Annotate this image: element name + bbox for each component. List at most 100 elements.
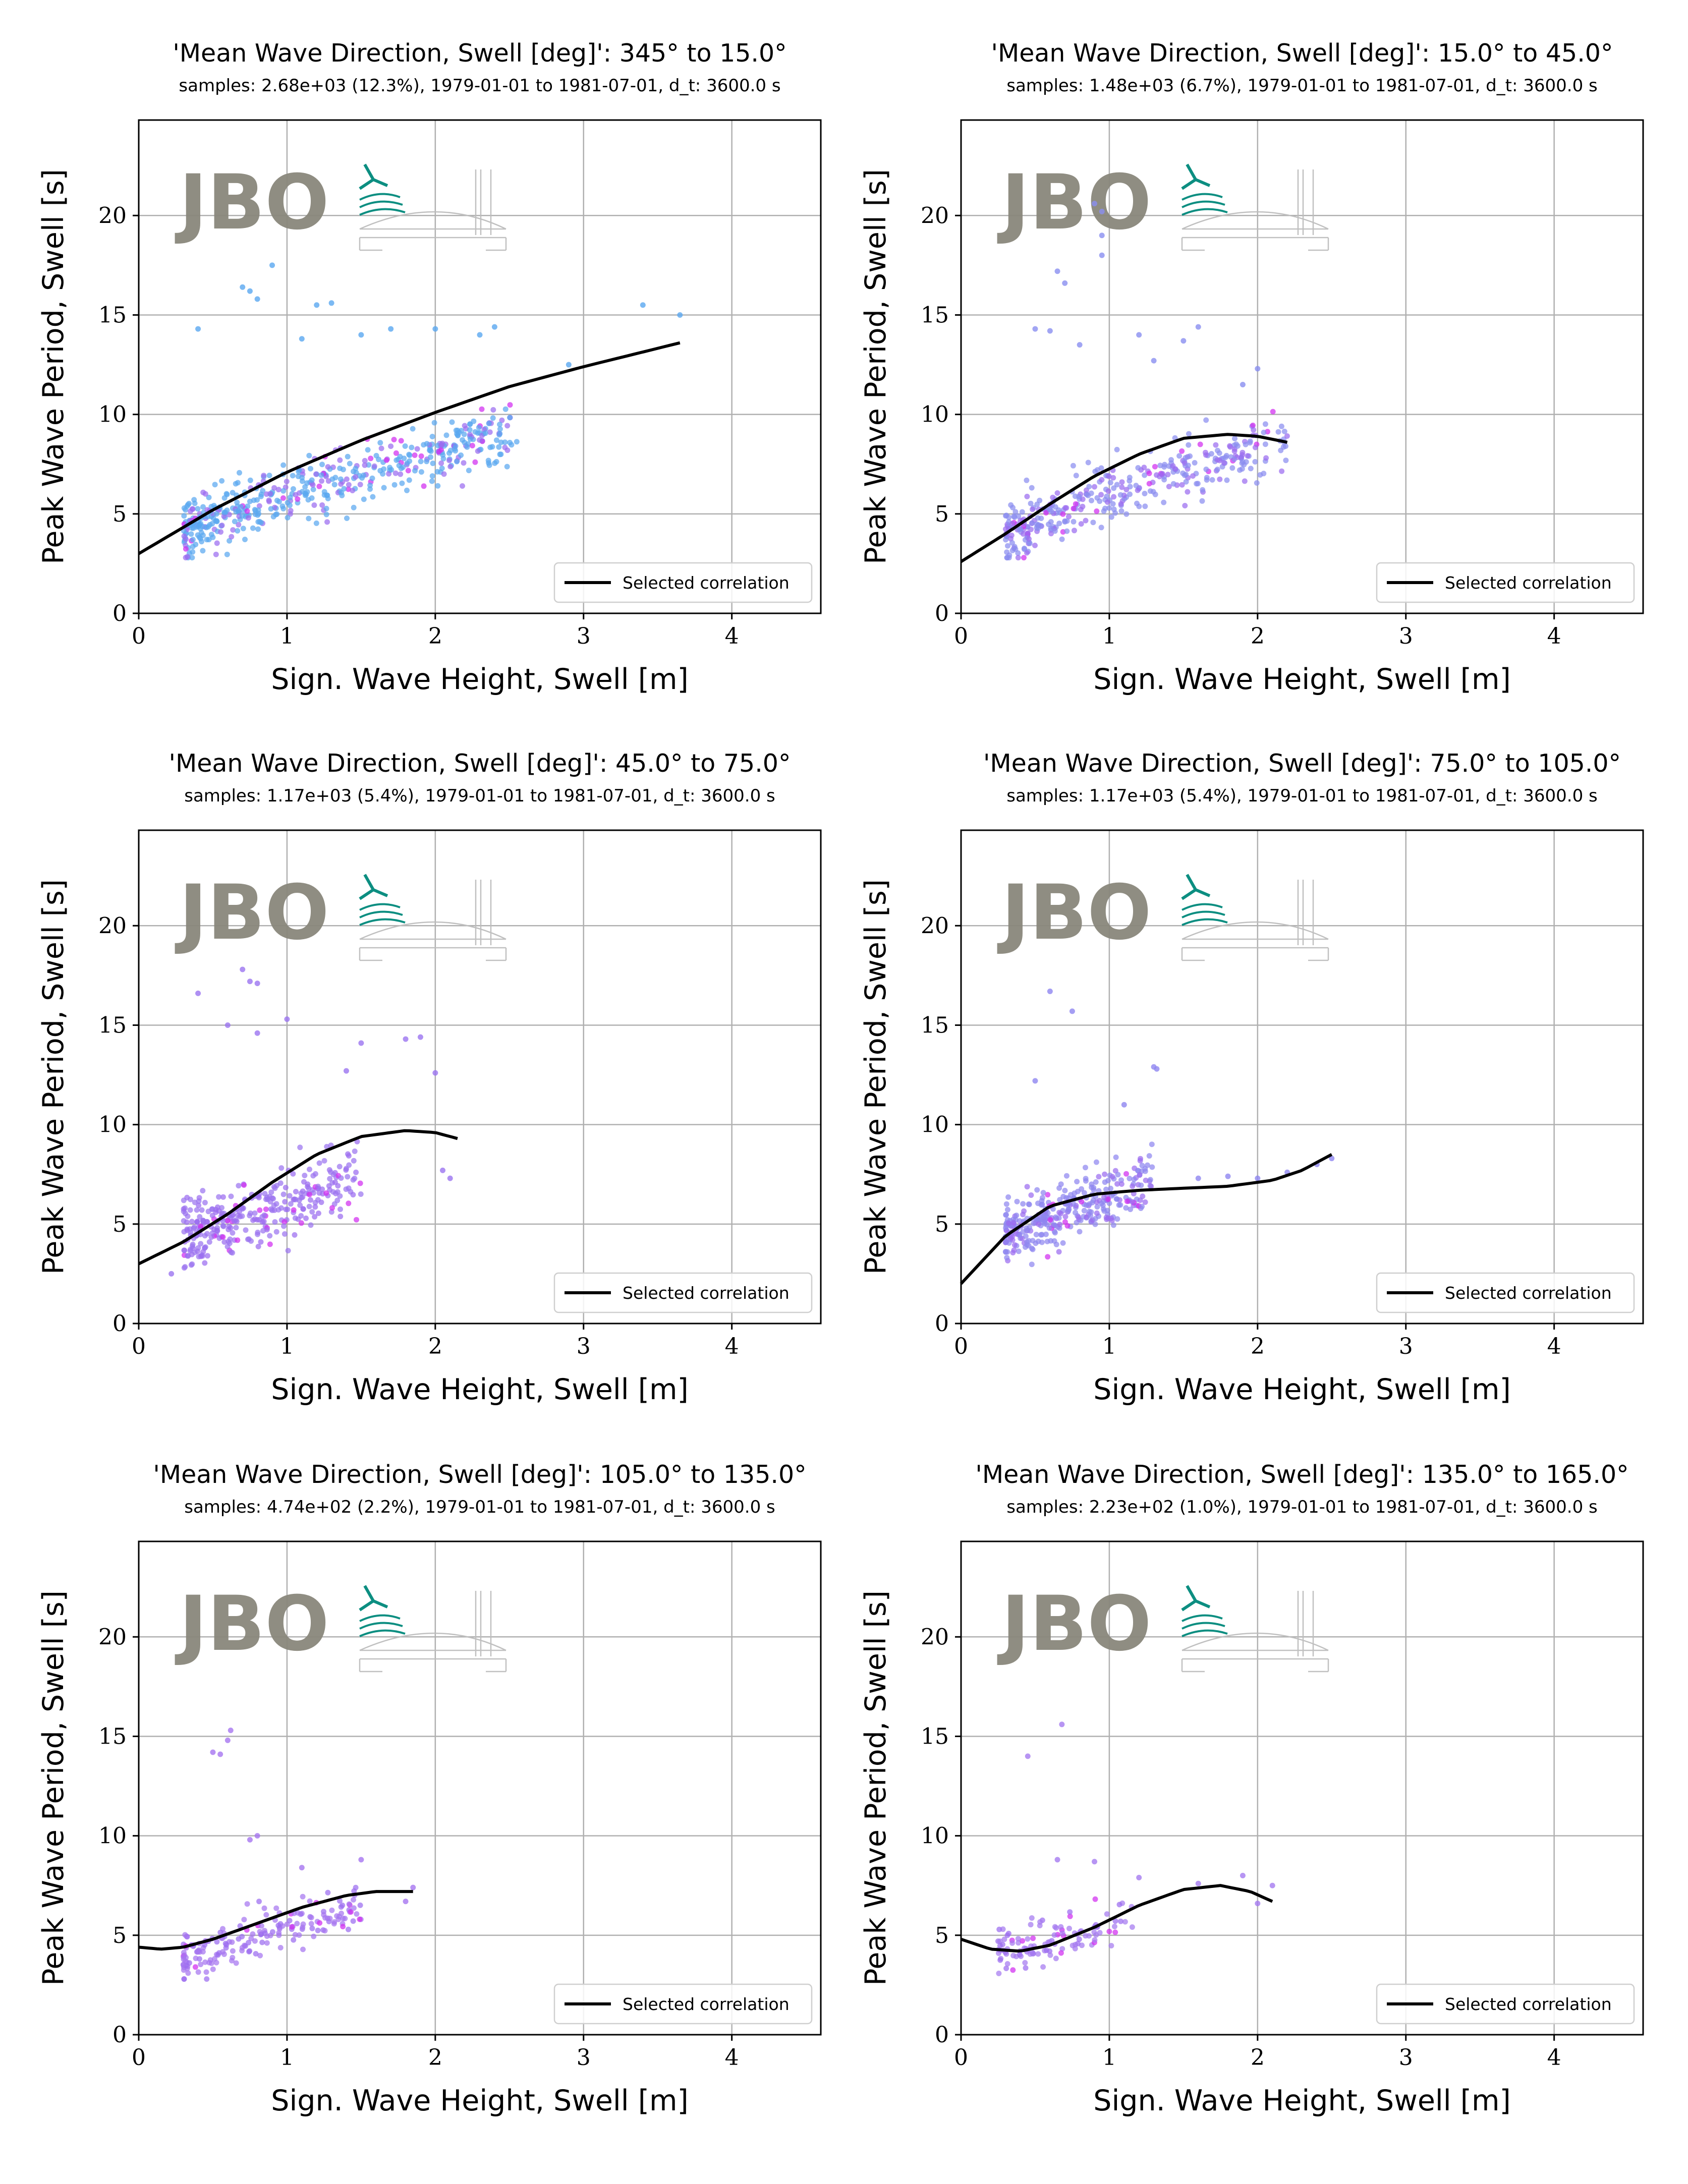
scatter-point — [435, 483, 441, 489]
scatter-point — [264, 1940, 270, 1946]
scatter-point — [230, 1230, 236, 1236]
scatter-point — [181, 1197, 187, 1203]
scatter-point — [1056, 1249, 1062, 1255]
scatter-point — [319, 478, 324, 484]
scatter-point — [429, 434, 435, 439]
scatter-point — [307, 1898, 313, 1904]
scatter-point — [1110, 501, 1116, 507]
scatter-point — [1028, 1922, 1034, 1928]
scatter-point — [183, 555, 189, 560]
scatter-point — [1017, 1232, 1023, 1238]
scatter-point — [1136, 332, 1142, 338]
scatter-point — [1112, 510, 1118, 516]
scatter-point — [1014, 1213, 1020, 1219]
scatter-point — [184, 1933, 190, 1939]
scatter-point — [220, 1949, 226, 1955]
scatter-point — [432, 1070, 438, 1076]
scatter-point — [328, 300, 334, 306]
scatter-point — [309, 1209, 315, 1215]
scatter-point — [1029, 520, 1035, 526]
scatter-point — [339, 492, 345, 498]
scatter-point — [1135, 465, 1141, 471]
scatter-point — [446, 450, 452, 456]
scatter-point — [344, 476, 350, 482]
fit-line — [138, 1890, 413, 1951]
scatter-point — [403, 1899, 409, 1905]
scatter-points — [995, 1721, 1275, 1976]
scatter-point — [441, 471, 447, 477]
scatter-point — [300, 1893, 306, 1900]
scatter-point — [1088, 490, 1094, 496]
scatter-point — [230, 1948, 236, 1954]
scatter-point — [1098, 525, 1104, 531]
scatter-point — [1060, 1240, 1066, 1246]
scatter-point — [403, 1036, 409, 1042]
scatter-point — [259, 1214, 265, 1220]
scatter-point — [467, 427, 473, 433]
scatter-point — [1280, 444, 1286, 450]
chart-panel-2: 'Mean Wave Direction, Swell [deg]': 15.0… — [859, 39, 1644, 696]
scatter-point — [198, 1253, 204, 1259]
x-tick-label: 1 — [1102, 2045, 1116, 2071]
scatter-point — [334, 1189, 341, 1195]
legend: Selected correlation — [1376, 1983, 1635, 2025]
scatter-point — [1106, 505, 1112, 511]
scatter-point — [191, 497, 197, 503]
scatter-point — [1092, 1896, 1098, 1902]
wave-lines-icon — [1181, 903, 1228, 926]
scatter-point — [230, 1250, 236, 1256]
scatter-point — [325, 464, 331, 470]
scatter-point — [1056, 521, 1062, 527]
scatter-point — [1118, 501, 1124, 507]
scatter-point — [187, 1207, 193, 1213]
x-axis-label: Sign. Wave Height, Swell [m] — [271, 2084, 688, 2117]
scatter-point — [210, 1749, 216, 1755]
scatter-point — [255, 1243, 261, 1249]
scatter-point — [283, 1185, 289, 1190]
x-axis-label: Sign. Wave Height, Swell [m] — [1093, 2084, 1510, 2117]
scatter-point — [323, 1190, 329, 1196]
scatter-point — [1118, 1918, 1123, 1924]
scatter-point — [1023, 1965, 1029, 1971]
fit-line — [138, 1129, 458, 1266]
scatter-point — [1001, 1936, 1007, 1942]
scatter-point — [353, 474, 359, 480]
scatter-point — [1076, 1214, 1082, 1220]
scatter-point — [1014, 1198, 1020, 1204]
scatter-point — [640, 302, 646, 308]
scatter-point — [1252, 459, 1258, 465]
scatter-point — [329, 1205, 335, 1211]
x-tick-label: 0 — [954, 623, 968, 649]
scatter-point — [189, 1261, 195, 1267]
scatter-point — [1015, 1936, 1021, 1942]
scatter-point — [1030, 506, 1036, 512]
y-tick-label: 15 — [921, 302, 949, 328]
scatter-point — [210, 534, 216, 540]
scatter-point — [1069, 1008, 1075, 1014]
scatter-point — [1110, 475, 1116, 481]
x-tick-label: 0 — [132, 1334, 146, 1359]
scatter-point — [1105, 1178, 1111, 1184]
scatter-point — [264, 1194, 270, 1200]
scatter-point — [240, 284, 246, 290]
scatter-point — [293, 1196, 299, 1202]
scatter-point — [432, 326, 438, 332]
scatter-point — [392, 470, 399, 476]
scatter-point — [1062, 1187, 1068, 1193]
scatter-point — [1104, 499, 1110, 505]
scatter-point — [1149, 1164, 1155, 1170]
scatter-point — [1026, 536, 1032, 542]
scatter-point — [359, 475, 365, 481]
scatter-point — [271, 485, 277, 491]
scatter-point — [290, 473, 296, 479]
scatter-point — [1051, 1932, 1057, 1938]
scatter-point — [263, 1206, 269, 1212]
scatter-point — [1116, 1202, 1122, 1208]
scatter-point — [1025, 524, 1031, 530]
scatter-point — [1250, 422, 1256, 428]
scatter-point — [284, 479, 290, 485]
scatter-point — [212, 482, 218, 488]
scatter-point — [236, 522, 242, 528]
scatter-point — [1065, 1208, 1071, 1214]
scatter-point — [1138, 1156, 1143, 1162]
